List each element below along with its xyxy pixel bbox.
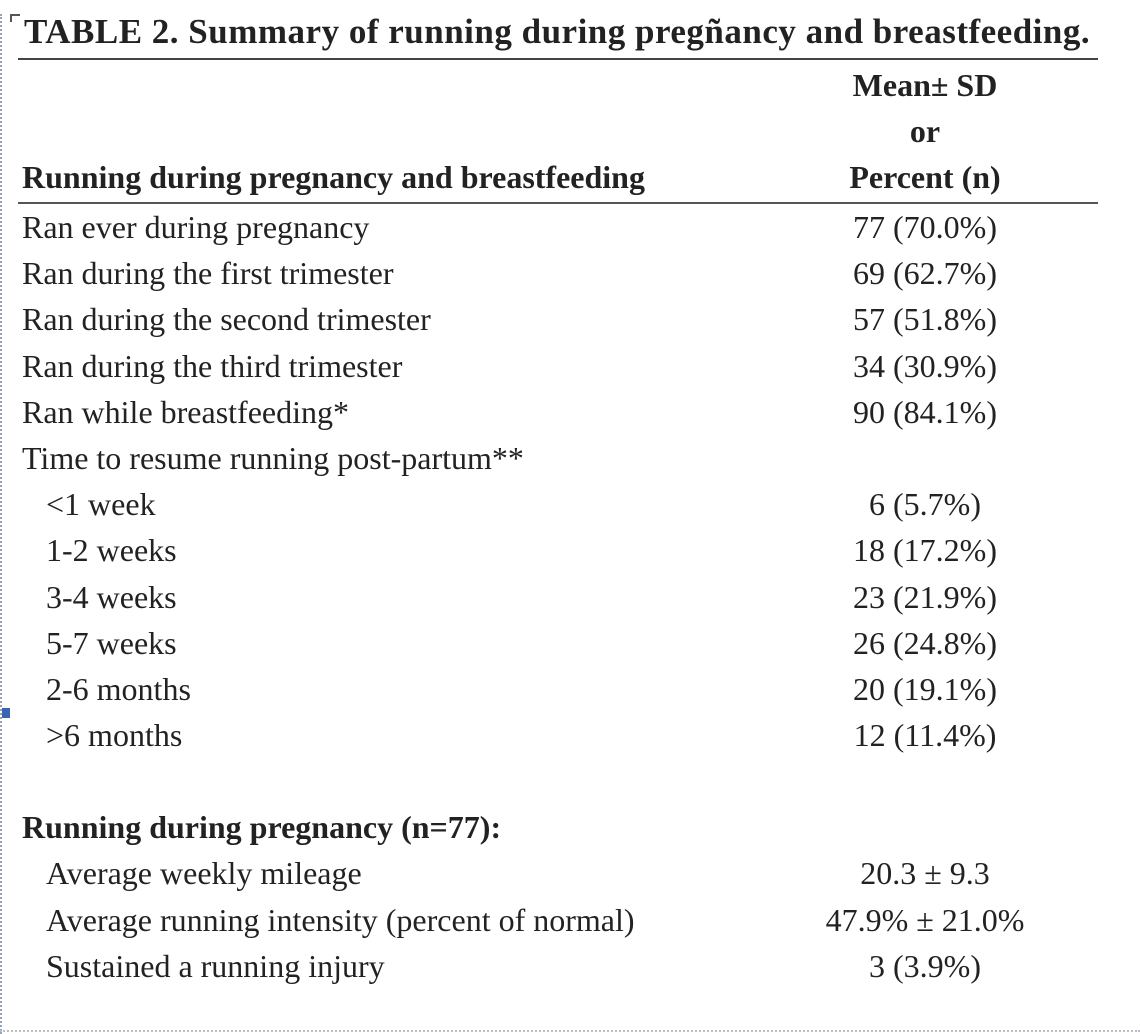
value-header-line: Mean± SD <box>852 67 998 103</box>
row-value: 90 (84.1%) <box>853 393 997 430</box>
row-value: 18 (17.2%) <box>853 532 997 569</box>
table-row: Average weekly mileage 20.3 ± 9.3 <box>0 850 1140 896</box>
page-left-border <box>0 14 2 1034</box>
row-label: 3-4 weeks <box>46 578 177 615</box>
row-value: 3 (3.9%) <box>869 947 981 984</box>
row-value: 26 (24.8%) <box>853 624 997 661</box>
corner-mark <box>10 14 20 22</box>
table-title: TABLE 2. Summary of running during pregñ… <box>24 12 1091 51</box>
row-label: Ran during the first trimester <box>22 255 394 292</box>
table-row: Average running intensity (percent of no… <box>0 897 1140 943</box>
table-row: 1-2 weeks 18 (17.2%) <box>0 527 1140 573</box>
table-row: 5-7 weeks 26 (24.8%) <box>0 620 1140 666</box>
row-label: Ran during the third trimester <box>22 347 403 384</box>
row-value: 12 (11.4%) <box>853 717 997 754</box>
row-label: >6 months <box>46 717 183 754</box>
table-row: <1 week 6 (5.7%) <box>0 481 1140 527</box>
table-row: Ran ever during pregnancy 77 (70.0%) <box>0 204 1140 250</box>
row-label: Sustained a running injury <box>46 947 385 984</box>
table-row: Ran during the first trimester 69 (62.7%) <box>0 250 1140 296</box>
table-row: >6 months 12 (11.4%) <box>0 712 1140 758</box>
page-bottom-border <box>0 1030 1140 1032</box>
value-header-line: Percent (n) <box>849 159 1001 195</box>
value-column-header: Mean± SD or Percent (n) <box>800 62 1050 200</box>
row-value: 34 (30.9%) <box>853 347 997 384</box>
table-row: Ran during the third trimester 34 (30.9%) <box>0 343 1140 389</box>
row-label: 1-2 weeks <box>46 532 177 569</box>
row-label: Ran while breastfeeding* <box>22 393 349 430</box>
row-value: 6 (5.7%) <box>869 486 981 523</box>
value-header-line: or <box>909 113 941 149</box>
row-label: <1 week <box>46 486 156 523</box>
row-label: Average running intensity (percent of no… <box>46 901 635 938</box>
title-rule <box>18 58 1098 60</box>
row-label: 5-7 weeks <box>46 624 177 661</box>
margin-marker <box>2 708 10 718</box>
row-label: Ran ever during pregnancy <box>22 209 370 245</box>
row-value: 77 (70.0%) <box>853 209 997 245</box>
table-row: Ran during the second trimester 57 (51.8%… <box>0 296 1140 342</box>
row-value: 47.9% ± 21.0% <box>825 901 1025 938</box>
label-column-header: Running during pregnancy and breastfeedi… <box>22 159 645 195</box>
row-label: Ran during the second trimester <box>22 301 431 338</box>
spacer-row <box>0 758 1140 804</box>
table-row: 3-4 weeks 23 (21.9%) <box>0 574 1140 620</box>
table-row: 2-6 months 20 (19.1%) <box>0 666 1140 712</box>
row-value: 23 (21.9%) <box>853 578 997 615</box>
row-value: 20.3 ± 9.3 <box>860 855 990 892</box>
table-row: Sustained a running injury 3 (3.9%) <box>0 943 1140 989</box>
table-body: Ran ever during pregnancy 77 (70.0%) Ran d… <box>0 204 1140 989</box>
row-value: 69 (62.7%) <box>853 255 997 292</box>
table-row: Ran while breastfeeding* 90 (84.1%) <box>0 389 1140 435</box>
row-label: Running during pregnancy (n=77): <box>22 809 502 846</box>
row-value: 57 (51.8%) <box>853 301 997 338</box>
table-row: Time to resume running post-partum** <box>0 435 1140 481</box>
row-value: 20 (19.1%) <box>853 670 997 707</box>
section-header-row: Running during pregnancy (n=77): <box>0 804 1140 850</box>
row-label: Time to resume running post-partum** <box>22 439 524 476</box>
header-rule <box>18 202 1098 204</box>
row-label: Average weekly mileage <box>46 855 362 892</box>
row-label: 2-6 months <box>46 670 191 707</box>
